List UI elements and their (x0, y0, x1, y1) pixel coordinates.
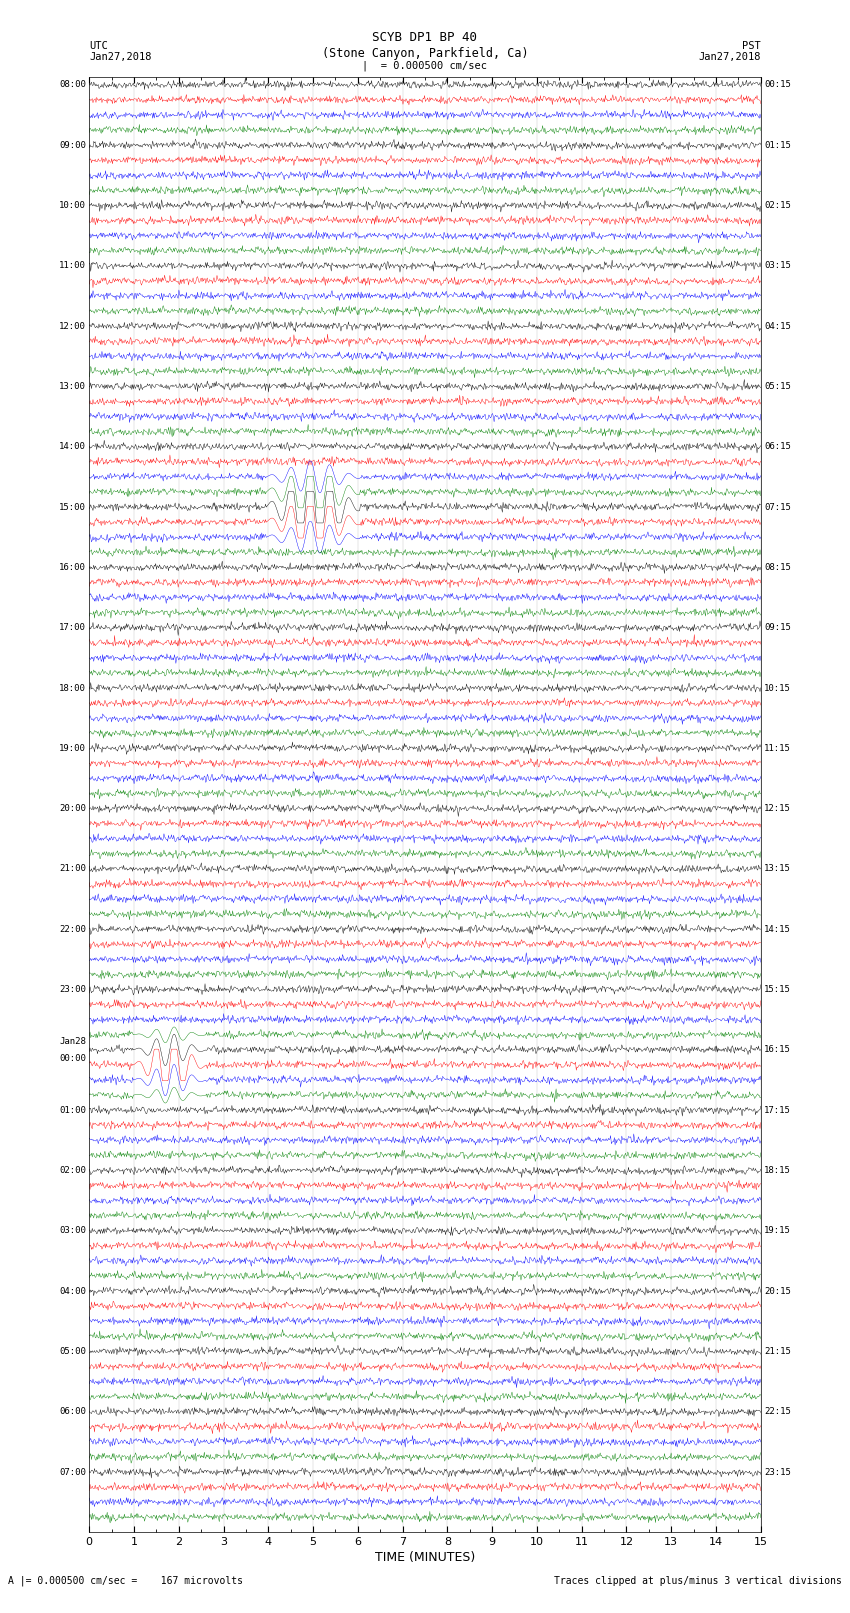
Text: 14:00: 14:00 (59, 442, 86, 452)
Text: 11:00: 11:00 (59, 261, 86, 271)
Text: 15:00: 15:00 (59, 503, 86, 511)
Text: 05:15: 05:15 (764, 382, 791, 390)
Text: 04:15: 04:15 (764, 321, 791, 331)
Text: |  = 0.000500 cm/sec: | = 0.000500 cm/sec (362, 60, 488, 71)
Text: 11:15: 11:15 (764, 744, 791, 753)
Text: PST
Jan27,2018: PST Jan27,2018 (698, 40, 761, 63)
Text: 19:00: 19:00 (59, 744, 86, 753)
Text: 20:15: 20:15 (764, 1287, 791, 1295)
Text: 22:00: 22:00 (59, 924, 86, 934)
Text: 22:15: 22:15 (764, 1407, 791, 1416)
Text: 07:00: 07:00 (59, 1468, 86, 1476)
Text: 08:00: 08:00 (59, 81, 86, 89)
Text: 01:00: 01:00 (59, 1105, 86, 1115)
Text: 13:00: 13:00 (59, 382, 86, 390)
Text: 09:15: 09:15 (764, 623, 791, 632)
Text: 01:15: 01:15 (764, 140, 791, 150)
Text: 21:00: 21:00 (59, 865, 86, 874)
Text: 16:00: 16:00 (59, 563, 86, 573)
Text: Traces clipped at plus/minus 3 vertical divisions: Traces clipped at plus/minus 3 vertical … (553, 1576, 842, 1586)
Text: 17:15: 17:15 (764, 1105, 791, 1115)
Text: 12:15: 12:15 (764, 805, 791, 813)
Text: 10:15: 10:15 (764, 684, 791, 692)
Text: 23:00: 23:00 (59, 986, 86, 994)
Text: 02:15: 02:15 (764, 202, 791, 210)
Text: 14:15: 14:15 (764, 924, 791, 934)
Text: 03:15: 03:15 (764, 261, 791, 271)
Text: 03:00: 03:00 (59, 1226, 86, 1236)
Text: A |= 0.000500 cm/sec =    167 microvolts: A |= 0.000500 cm/sec = 167 microvolts (8, 1576, 243, 1586)
Text: 00:15: 00:15 (764, 81, 791, 89)
Text: 23:15: 23:15 (764, 1468, 791, 1476)
Text: UTC
Jan27,2018: UTC Jan27,2018 (89, 40, 152, 63)
Text: 18:00: 18:00 (59, 684, 86, 692)
Text: 19:15: 19:15 (764, 1226, 791, 1236)
Text: 00:00: 00:00 (59, 1055, 86, 1063)
Text: 21:15: 21:15 (764, 1347, 791, 1357)
Text: 06:00: 06:00 (59, 1407, 86, 1416)
Text: 12:00: 12:00 (59, 321, 86, 331)
Text: (Stone Canyon, Parkfield, Ca): (Stone Canyon, Parkfield, Ca) (321, 47, 529, 60)
Text: 18:15: 18:15 (764, 1166, 791, 1174)
Text: 04:00: 04:00 (59, 1287, 86, 1295)
Text: 02:00: 02:00 (59, 1166, 86, 1174)
Text: 07:15: 07:15 (764, 503, 791, 511)
Text: 13:15: 13:15 (764, 865, 791, 874)
Text: 08:15: 08:15 (764, 563, 791, 573)
Text: Jan28: Jan28 (59, 1037, 86, 1045)
Text: SCYB DP1 BP 40: SCYB DP1 BP 40 (372, 31, 478, 44)
Text: 10:00: 10:00 (59, 202, 86, 210)
Text: 17:00: 17:00 (59, 623, 86, 632)
Text: 05:00: 05:00 (59, 1347, 86, 1357)
X-axis label: TIME (MINUTES): TIME (MINUTES) (375, 1552, 475, 1565)
Text: 09:00: 09:00 (59, 140, 86, 150)
Text: 20:00: 20:00 (59, 805, 86, 813)
Text: 06:15: 06:15 (764, 442, 791, 452)
Text: 15:15: 15:15 (764, 986, 791, 994)
Text: 16:15: 16:15 (764, 1045, 791, 1055)
